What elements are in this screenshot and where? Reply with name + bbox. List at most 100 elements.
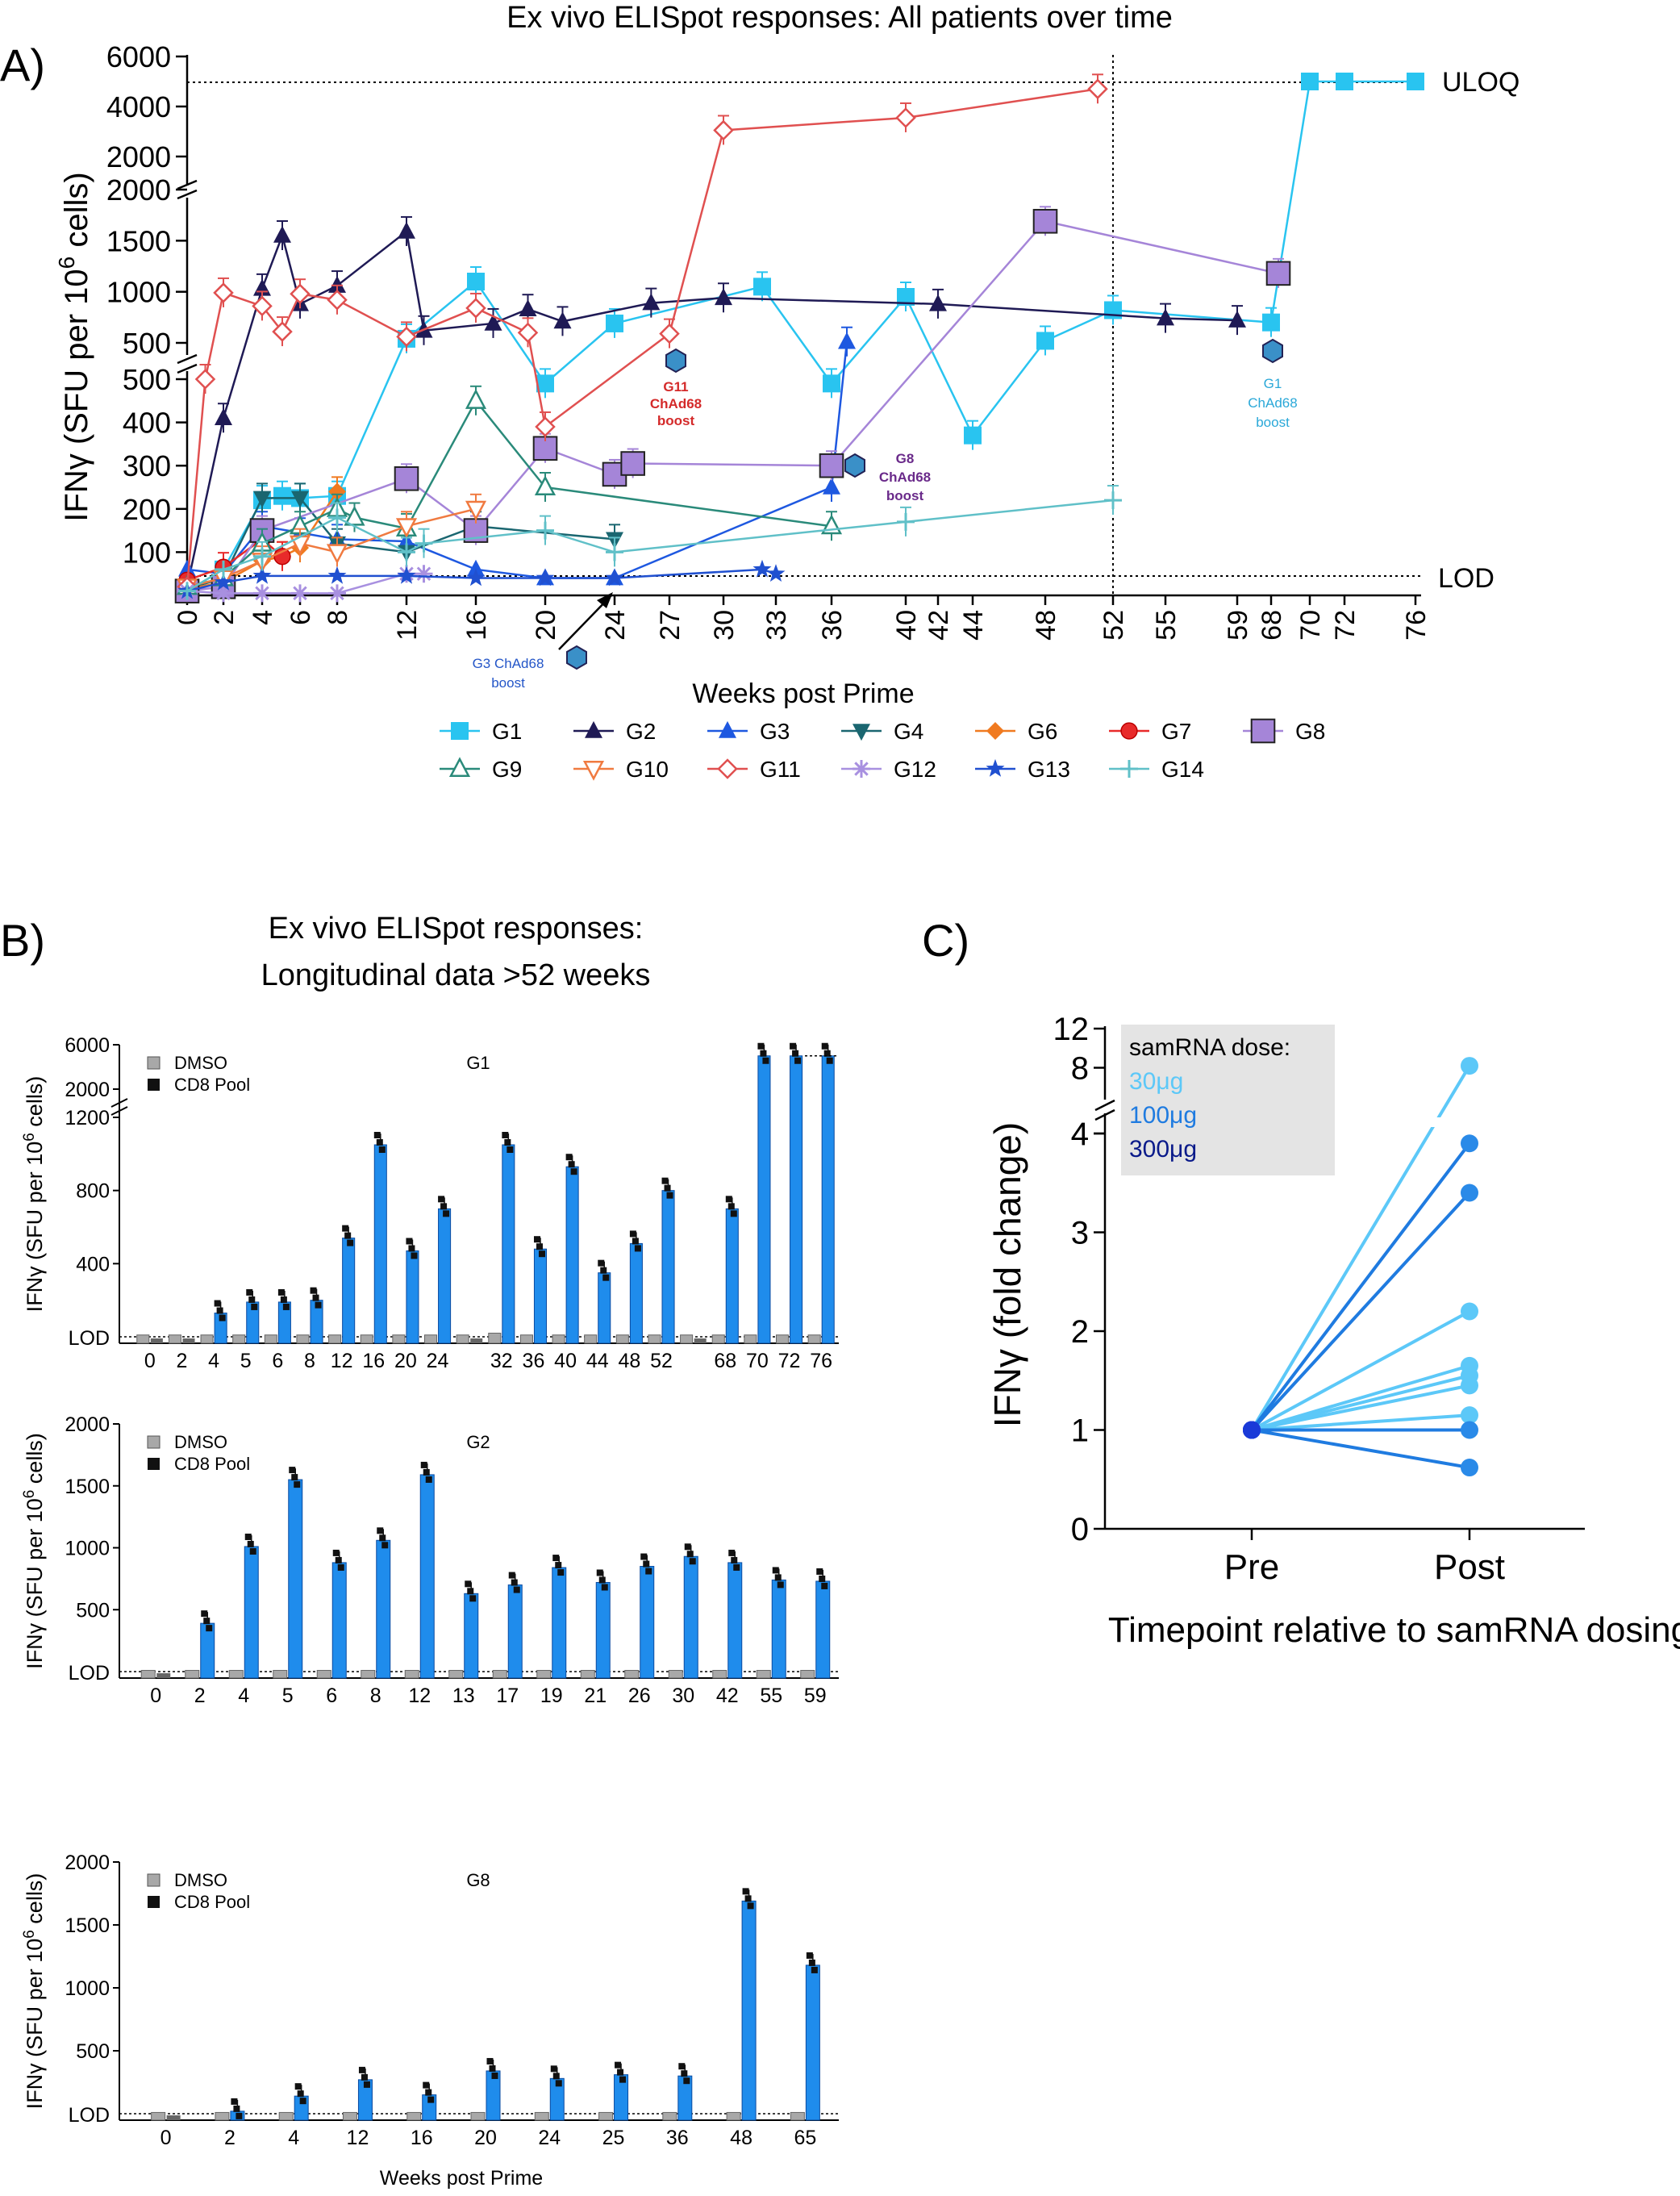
- a-ytick-label: 4000: [106, 90, 171, 123]
- xtick-label: 12: [408, 1685, 431, 1707]
- annotation-g11: G11 ChAd68 boost: [650, 348, 702, 428]
- marker-diamond-open: [213, 282, 234, 303]
- marker-diamond-open: [194, 369, 216, 390]
- bar-dmso: [215, 2111, 230, 2121]
- bar-point: [294, 1481, 301, 1488]
- a-xtick-label: 8: [323, 610, 353, 625]
- marker-square: [273, 486, 291, 505]
- panel-c-xlabel: Timepoint relative to samRNA dosing: [1108, 1610, 1680, 1650]
- bar-point: [363, 2081, 370, 2088]
- bar-point: [248, 1296, 256, 1303]
- bar-point: [203, 1618, 211, 1625]
- bar-point: [733, 1564, 740, 1571]
- bar-point: [233, 2105, 240, 2112]
- bar-point: [557, 1569, 565, 1576]
- bar-dmso: [200, 1334, 214, 1344]
- bar-point: [792, 1050, 799, 1057]
- legend-label: G12: [894, 757, 936, 782]
- bar-dmso: [775, 1334, 790, 1344]
- bar-point: [570, 1168, 577, 1175]
- bar-point: [552, 1555, 560, 1562]
- marker-square: [1336, 73, 1353, 90]
- ytick-label: 1000: [65, 1538, 110, 1560]
- bar-point: [440, 1203, 448, 1210]
- legend-cd8-label: CD8 Pool: [174, 1892, 250, 1912]
- marker-triangle: [838, 332, 856, 349]
- legend-item-g14: G14: [1109, 757, 1204, 782]
- bar-point: [634, 1245, 641, 1252]
- xtick-label: 13: [452, 1685, 475, 1707]
- bar-chart-g8: IFNγ (SFU per 106 cells) 2000 1500 1000 500 L…: [21, 1852, 839, 2149]
- a-xtick-label: 20: [531, 610, 561, 641]
- bar-point: [486, 2057, 494, 2064]
- a-xtick-label: 30: [709, 610, 740, 641]
- bar-dmso: [406, 2111, 422, 2121]
- marker-plus: [398, 543, 415, 562]
- bar-point: [282, 1303, 290, 1310]
- a-xtick-label: 59: [1223, 610, 1253, 641]
- bar-cd8: [725, 1208, 739, 1344]
- annotation-g11-l3: boost: [657, 413, 695, 428]
- a-xtick-label: 24: [600, 610, 631, 641]
- c-xtick-label: Pre: [1224, 1547, 1279, 1587]
- annotation-g11-l2: ChAd68: [650, 396, 702, 411]
- panel-a-xticks: 0 2 4 6 8 12 16 20 24 27 30 33 36 40 42 44 48 52 55 59 68 70 7…: [173, 595, 1432, 641]
- series-g1: [178, 73, 1424, 600]
- bar-dmso: [392, 1334, 406, 1344]
- bar-point: [536, 1243, 543, 1250]
- c-ytick-label: 2: [1071, 1314, 1089, 1350]
- a-ytick-label: 1500: [106, 224, 171, 257]
- marker-triangle: [1157, 308, 1174, 326]
- series-line: [186, 229, 1238, 587]
- xtick-label: 36: [523, 1350, 545, 1372]
- marker-triangle-down: [253, 491, 271, 508]
- bar-cd8: [805, 1964, 820, 2121]
- bar-point: [420, 1461, 427, 1468]
- bar-dmso: [552, 1334, 565, 1344]
- xtick-label: 12: [347, 2127, 369, 2149]
- bar-dmso: [580, 1669, 595, 1679]
- marker-star: [252, 566, 272, 584]
- ytick-label: 1500: [65, 1476, 110, 1498]
- bar-cd8: [438, 1208, 452, 1344]
- bar-dmso: [456, 1334, 469, 1344]
- bar-cd8: [595, 1581, 611, 1679]
- bar-point: [645, 1568, 652, 1575]
- bar-dmso: [316, 1669, 331, 1679]
- legend-item-g2: G2: [573, 719, 656, 744]
- bar-cd8: [464, 1593, 479, 1679]
- xtick-label: 59: [804, 1685, 827, 1707]
- bar-point: [214, 1300, 221, 1307]
- bar-point: [615, 2061, 622, 2069]
- bar-point: [826, 1057, 833, 1064]
- bar-point: [747, 1902, 754, 1910]
- xtick-label: 48: [730, 2127, 752, 2149]
- bar-point: [513, 1586, 520, 1593]
- series-line: [186, 568, 777, 592]
- annotation-g1-l1: G1: [1264, 376, 1282, 391]
- bar-cd8: [790, 1055, 803, 1344]
- bar-dmso: [534, 2111, 549, 2121]
- marker-triangle-open: [465, 389, 487, 409]
- a-ytick-label: 200: [123, 493, 171, 526]
- bar-point: [373, 1132, 381, 1138]
- marker-triangle-down-open: [395, 518, 418, 539]
- bar-cd8: [533, 1248, 548, 1344]
- xtick-label: 8: [370, 1685, 381, 1707]
- bar-point: [280, 1296, 287, 1303]
- bar-point: [538, 1250, 545, 1258]
- c-ytick-label: 4: [1071, 1117, 1089, 1152]
- bar-dmso: [492, 1669, 507, 1679]
- legend-item-g6: G6: [975, 719, 1057, 744]
- bar-point: [617, 2069, 624, 2076]
- marker-triangle: [585, 720, 602, 738]
- bar-cd8: [598, 1272, 611, 1344]
- xtick-label: 26: [628, 1685, 651, 1707]
- bar-dmso: [328, 1334, 342, 1344]
- a-xtick-label: 68: [1257, 610, 1287, 641]
- a-xtick-label: 36: [817, 610, 848, 641]
- bar-point: [508, 1572, 515, 1579]
- panel-a-label: A): [0, 40, 45, 90]
